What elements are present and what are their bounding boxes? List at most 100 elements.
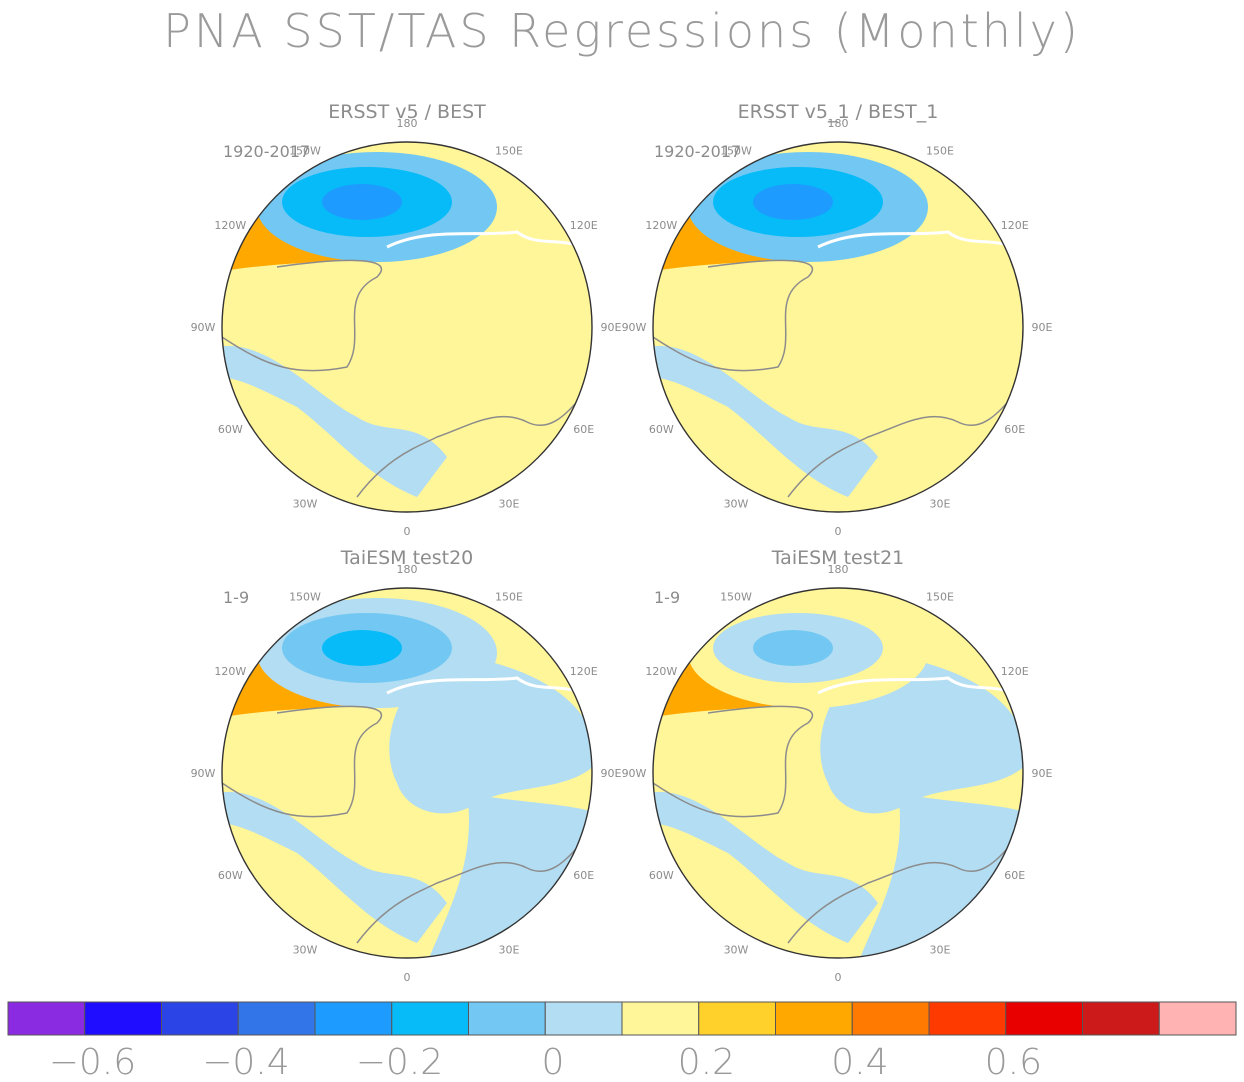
colorbar-swatch — [1005, 1001, 1083, 1036]
longitude-label: 150W — [720, 590, 752, 603]
map-outline — [652, 587, 1024, 959]
longitude-label: 120E — [570, 219, 598, 232]
region-north-atlantic — [653, 345, 878, 497]
longitude-label: 90W — [191, 767, 216, 780]
longitude-label: 150E — [926, 144, 954, 157]
colorbar-swatch — [544, 1001, 623, 1036]
region-north-pacific-center — [322, 630, 402, 666]
map-panel: ERSST v5 / BEST 1920-2017 180 150E 120E 90E 60… — [191, 101, 622, 538]
region-north-pacific-center — [753, 630, 833, 666]
colorbar: −0.6 −0.4 −0.2 0 0.2 0.4 0.6 — [7, 1001, 1237, 1082]
coastline-north-america — [222, 259, 383, 372]
panel-period: 1-9 — [654, 588, 680, 607]
longitude-label: 90W — [191, 321, 216, 334]
panel-title: ERSST v5_1 / BEST_1 — [738, 101, 939, 123]
map-field — [222, 142, 592, 512]
longitude-label: 60E — [573, 423, 594, 436]
longitude-label: 180 — [828, 563, 849, 576]
longitude-label: 120W — [645, 665, 677, 678]
longitude-label: 90E — [1032, 767, 1053, 780]
longitude-label: 0 — [835, 525, 842, 538]
region-north-pacific-center — [322, 184, 402, 220]
coastline-siberia — [386, 230, 583, 249]
longitude-label: 0 — [404, 525, 411, 538]
panel-title: ERSST v5 / BEST — [328, 101, 486, 123]
coastline-north-america — [653, 705, 814, 818]
longitude-label: 120W — [214, 219, 246, 232]
panel-period: 1920-2017 — [654, 142, 741, 161]
longitude-label: 180 — [397, 563, 418, 576]
longitude-label: 120W — [214, 665, 246, 678]
longitude-label: 30E — [499, 944, 520, 957]
longitude-label: 30W — [293, 498, 318, 511]
longitude-label: 60E — [1004, 869, 1025, 882]
colorbar-swatch — [1082, 1001, 1160, 1036]
map-outline — [652, 141, 1024, 513]
coastline-eurasia — [787, 832, 1023, 944]
longitude-label: 150E — [495, 590, 523, 603]
longitude-label: 0 — [404, 971, 411, 984]
longitude-label: 0 — [835, 971, 842, 984]
colorbar-swatch — [468, 1001, 546, 1036]
longitude-label: 150W — [289, 590, 321, 603]
longitude-label: 150E — [495, 144, 523, 157]
longitude-label: 60E — [573, 869, 594, 882]
longitude-label: 120E — [570, 665, 598, 678]
longitude-label: 90E — [601, 767, 622, 780]
longitude-label: 60W — [649, 869, 674, 882]
colorbar-tick-label: −0.4 — [202, 1042, 289, 1082]
panel-title: TaiESM test20 — [340, 547, 474, 569]
colorbar-tick-label: 0.2 — [678, 1042, 735, 1082]
longitude-label: 90E — [601, 321, 622, 334]
colorbar-swatch — [1158, 1001, 1237, 1036]
colorbar-swatch — [391, 1001, 469, 1036]
longitude-label: 30W — [724, 944, 749, 957]
longitude-label: 150W — [289, 144, 321, 157]
map-field — [653, 142, 1023, 512]
region-north-atlantic — [222, 345, 447, 497]
map-outline — [221, 141, 593, 513]
panel-period: 1920-2017 — [223, 142, 310, 161]
panel-period: 1-9 — [223, 588, 249, 607]
colorbar-tick-label: 0.4 — [831, 1042, 888, 1082]
colorbar-swatch — [161, 1001, 239, 1036]
region-north-atlantic — [222, 791, 447, 943]
colorbar-swatch — [775, 1001, 853, 1036]
colorbar-swatch — [698, 1001, 776, 1036]
colorbar-tick-label: −0.2 — [356, 1042, 443, 1082]
longitude-label: 150E — [926, 590, 954, 603]
colorbar-swatch — [928, 1001, 1007, 1036]
longitude-label: 90W — [622, 321, 647, 334]
longitude-label: 150W — [720, 144, 752, 157]
longitude-label: 30W — [724, 498, 749, 511]
longitude-label: 30E — [930, 944, 951, 957]
longitude-label: 60W — [218, 869, 243, 882]
coastline-eurasia — [787, 386, 1023, 498]
coastline-eurasia — [356, 832, 592, 944]
map-panel: TaiESM test20 1-9 180 150E 120E 90E 60E 30E 0 30W… — [191, 547, 622, 984]
longitude-label: 120E — [1001, 219, 1029, 232]
longitude-label: 30W — [293, 944, 318, 957]
map-outline — [221, 587, 593, 959]
coastline-siberia — [817, 230, 1014, 249]
longitude-label: 120E — [1001, 665, 1029, 678]
region-north-pacific-center — [753, 184, 833, 220]
longitude-label: 30E — [499, 498, 520, 511]
longitude-label: 180 — [828, 117, 849, 130]
longitude-label: 60W — [649, 423, 674, 436]
colorbar-swatch — [851, 1001, 930, 1036]
longitude-label: 90W — [622, 767, 647, 780]
colorbar-swatch — [7, 1001, 86, 1036]
longitude-label: 60W — [218, 423, 243, 436]
coastline-north-america — [222, 705, 383, 818]
colorbar-tick-label: −0.6 — [49, 1042, 136, 1082]
colorbar-tick-label: 0.6 — [985, 1042, 1042, 1082]
coastline-siberia — [817, 676, 1014, 695]
colorbar-tick-label: 0 — [541, 1042, 564, 1082]
coastline-siberia — [386, 676, 583, 695]
colorbar-swatch — [84, 1001, 162, 1036]
map-field — [222, 588, 592, 958]
longitude-label: 60E — [1004, 423, 1025, 436]
map-panel: TaiESM test21 1-9 180 150E 120E 90E 60E 30E 0 30W… — [622, 547, 1053, 984]
